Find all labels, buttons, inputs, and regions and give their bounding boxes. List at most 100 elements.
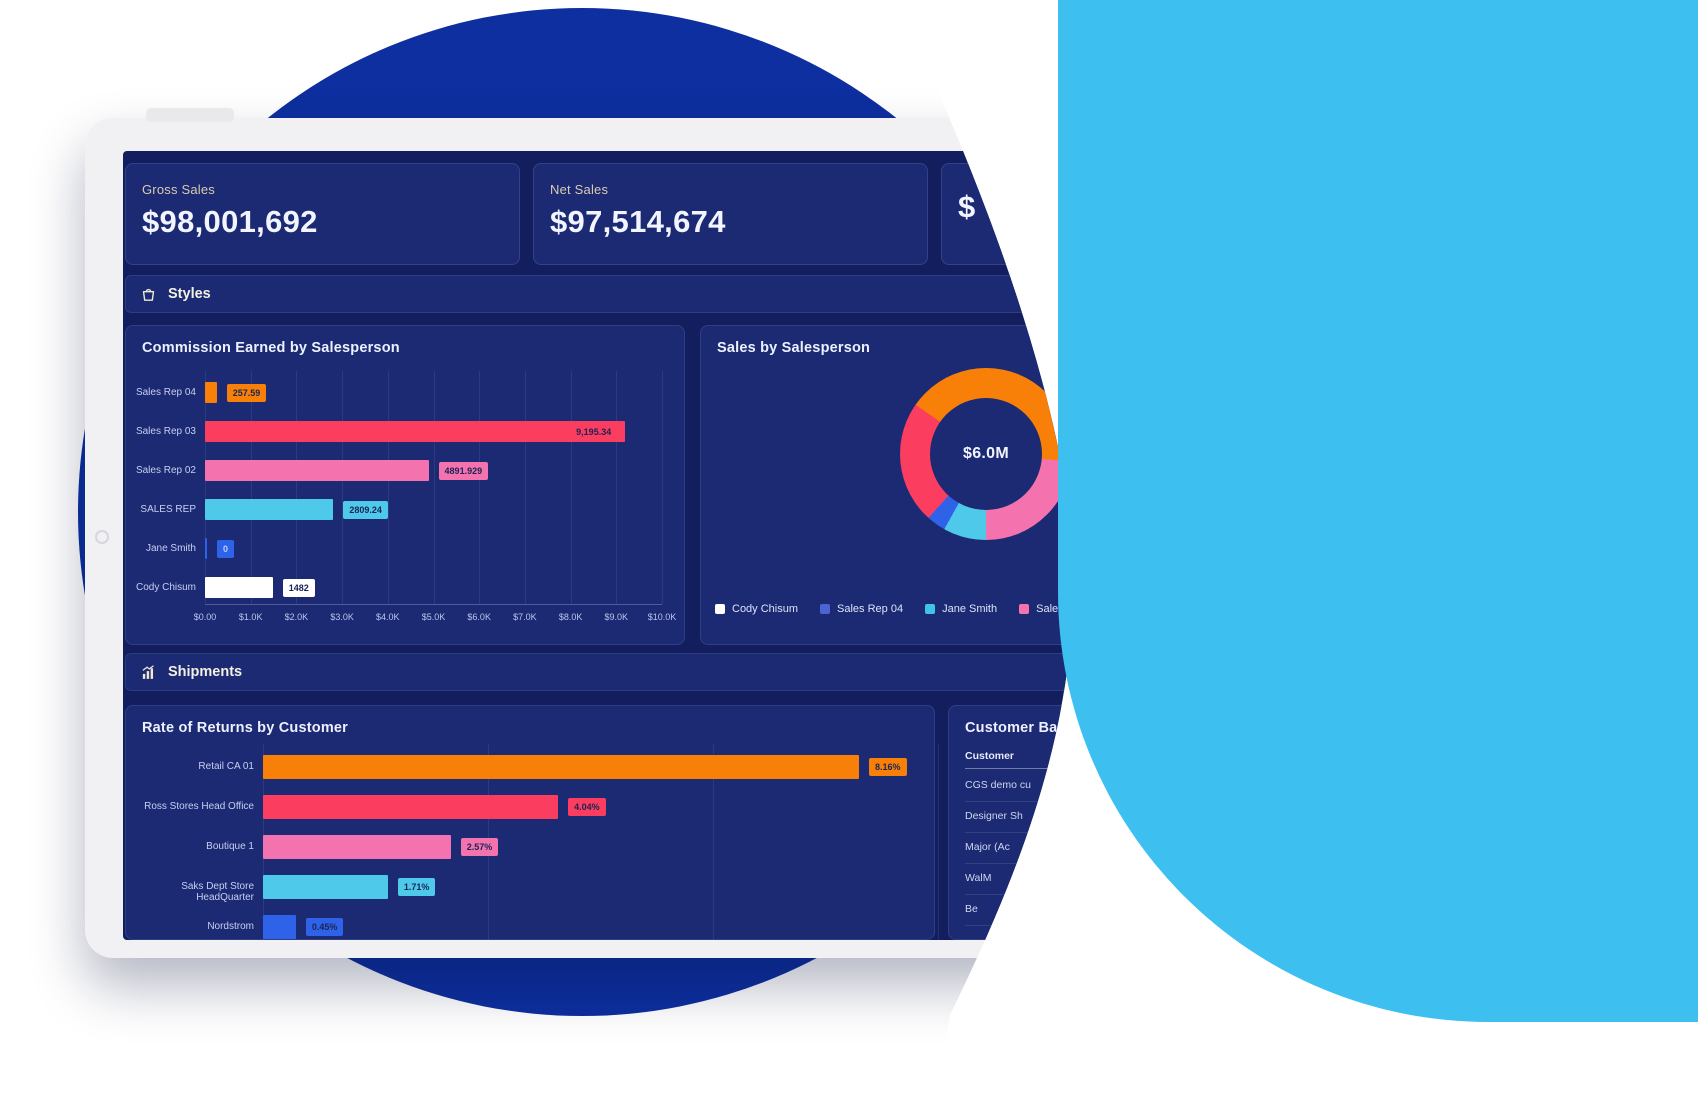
bar[interactable]	[263, 835, 451, 859]
gridline	[616, 371, 617, 604]
kpi-card-gross-sales: Gross Sales $98,001,692	[125, 163, 520, 265]
chart-title: Sales by Salesperson	[717, 340, 871, 356]
section-bar-styles[interactable]: Styles	[125, 275, 1101, 313]
axis-tick-label: $8.0K	[558, 612, 583, 622]
bar-value-label: 4891.929	[439, 462, 489, 480]
kpi-card-net-sales: Net Sales $97,514,674	[533, 163, 928, 265]
gridline	[938, 744, 939, 940]
bar[interactable]	[263, 915, 296, 939]
category-label: Sales Rep 02	[135, 465, 196, 476]
legend-swatch	[925, 604, 935, 614]
gridline	[479, 371, 480, 604]
legend-label: Cody Chisum	[732, 603, 799, 615]
gridline	[662, 371, 663, 604]
bar[interactable]	[205, 460, 429, 481]
category-label: Retail CA 01	[198, 761, 254, 772]
bar[interactable]	[205, 538, 207, 559]
table-row[interactable]: WalM	[965, 863, 1103, 895]
bar[interactable]	[205, 577, 273, 598]
table-row[interactable]: Designer Sh	[965, 801, 1103, 833]
table-row[interactable]: CGS demo cu	[965, 770, 1103, 802]
bar-value-label: 257.59	[227, 384, 267, 402]
kpi-value: $98,001,692	[142, 204, 318, 239]
customer-table-panel: Customer Ba Customer CGS demo cu Designer…	[948, 705, 1103, 940]
axis-tick-label: $0.00	[193, 612, 217, 622]
category-label: Cody Chisum	[135, 582, 196, 593]
accent-shape	[1058, 0, 1698, 1022]
tablet-top-notch	[146, 108, 234, 122]
axis-tick-label: $2.0K	[284, 612, 309, 622]
gridline	[342, 371, 343, 604]
category-label: Saks Dept Store HeadQuarter	[181, 881, 254, 903]
table-row[interactable]: Major (Ac	[965, 832, 1103, 864]
bar-value-label: 2.57%	[461, 838, 499, 856]
commission-chart-panel: Commission Earned by Salesperson Sales R…	[125, 325, 685, 645]
category-label: Boutique 1	[206, 841, 254, 852]
category-label: SALES REP	[140, 504, 196, 515]
axis-tick-label: $3.0K	[330, 612, 354, 622]
chart-title: Rate of Returns by Customer	[142, 720, 349, 736]
chart-title: Commission Earned by Salesperson	[142, 340, 400, 356]
category-label: Jane Smith	[145, 543, 196, 554]
x-axis-line	[205, 604, 662, 605]
bar[interactable]	[205, 382, 217, 403]
bar[interactable]	[263, 795, 558, 819]
bar-value-label: 0.45%	[306, 918, 344, 936]
bar[interactable]	[263, 755, 859, 779]
category-label: Nordstrom	[207, 921, 254, 932]
axis-tick-label: $7.0K	[513, 612, 537, 622]
bar-value-label: 1482	[283, 579, 315, 597]
section-bar-shipments[interactable]: Shipments	[125, 653, 1101, 691]
bar-value-label: 4.04%	[568, 798, 606, 816]
tablet-camera-dot	[95, 530, 109, 544]
gridline	[525, 371, 526, 604]
section-label: Shipments	[168, 664, 243, 680]
table-title: Customer Ba	[965, 720, 1058, 736]
table-column-header: Customer	[965, 750, 1103, 769]
shopping-bag-icon	[140, 286, 157, 303]
kpi-value: $	[958, 189, 976, 224]
gridline	[713, 744, 714, 940]
legend-item[interactable]: Cody Chisum	[715, 603, 798, 615]
section-label: Styles	[168, 286, 211, 302]
legend-swatch	[715, 604, 725, 614]
dashboard-screen: Gross Sales $98,001,692 Net Sales $97,51…	[123, 151, 1103, 940]
kpi-label: Gross Sales	[142, 182, 216, 197]
axis-tick-label: $10.0K	[647, 612, 677, 622]
legend-label: Sales Rep 04	[837, 603, 904, 615]
donut-hole: $6.0M	[930, 398, 1042, 510]
gridline	[388, 371, 389, 604]
bar-chart-icon	[140, 664, 157, 681]
bar[interactable]	[205, 499, 333, 520]
bar[interactable]	[205, 421, 625, 442]
legend-item[interactable]: Sales Rep 04	[820, 603, 903, 615]
legend-swatch	[820, 604, 830, 614]
axis-tick-label: $6.0K	[467, 612, 491, 622]
axis-tick-label: $9.0K	[604, 612, 629, 622]
legend-item[interactable]: Jane Smith	[925, 603, 997, 615]
legend-swatch	[1019, 604, 1029, 614]
bar[interactable]	[263, 875, 388, 899]
kpi-label: Net Sales	[550, 182, 609, 197]
bar-value-label: 9,195.34	[576, 427, 612, 437]
category-label: Ross Stores Head Office	[144, 801, 254, 812]
donut-center-label: $6.0M	[963, 445, 1009, 462]
bar-value-label: 2809.24	[343, 501, 388, 519]
gridline	[251, 371, 252, 604]
bar-value-label: 1.71%	[398, 878, 436, 896]
gridline	[296, 371, 297, 604]
bar-value-label: 8.16%	[869, 758, 907, 776]
gridline	[434, 371, 435, 604]
gridline	[571, 371, 572, 604]
kpi-value: $97,514,674	[550, 204, 726, 239]
bar-value-label: 0	[217, 540, 234, 558]
tablet-device: Gross Sales $98,001,692 Net Sales $97,51…	[85, 118, 1085, 958]
gridline	[205, 371, 206, 604]
table-row[interactable]: Be	[965, 894, 1103, 926]
sales-donut-panel: Sales by Salesperson $6.0M Cody Chisum Sa…	[700, 325, 1103, 645]
axis-tick-label: $4.0K	[376, 612, 400, 622]
legend-label: Jane Smith	[942, 603, 998, 615]
